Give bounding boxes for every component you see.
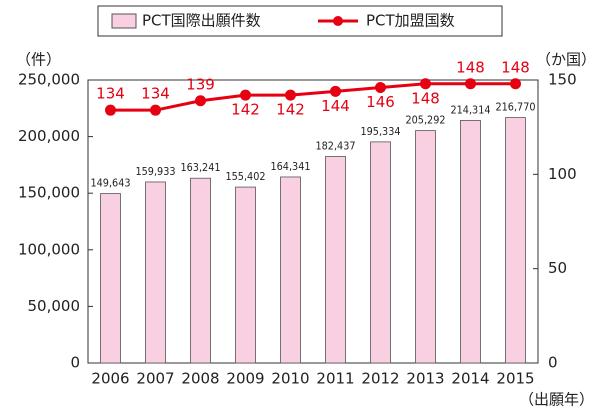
x-tick-label: 2015 xyxy=(496,370,534,388)
bar xyxy=(280,176,301,364)
line-value-label: 148 xyxy=(411,89,440,107)
line-value-label: 134 xyxy=(96,85,125,103)
line xyxy=(110,82,516,112)
y-tick-label: 0 xyxy=(70,354,80,372)
line-point xyxy=(420,78,431,90)
legend-swatch-dot xyxy=(333,16,343,26)
bar-value-label: 182,437 xyxy=(316,140,356,152)
x-tick-label: 2014 xyxy=(451,370,489,388)
line-point xyxy=(195,95,206,107)
x-tick-label: 2011 xyxy=(316,370,354,388)
bar xyxy=(190,177,211,364)
line-point xyxy=(330,85,341,97)
bar xyxy=(415,130,436,364)
y-tick-label: 100,000 xyxy=(18,240,80,258)
bar-value-label: 149,643 xyxy=(91,178,131,190)
bar-value-label: 214,314 xyxy=(451,104,491,116)
bar xyxy=(145,181,166,364)
y2-tick-label: 100 xyxy=(548,165,577,183)
legend-label: PCT国際出願件数 xyxy=(142,12,261,30)
line-point xyxy=(510,78,521,90)
x-tick-label: 2008 xyxy=(181,370,219,388)
y2-tick-label: 0 xyxy=(548,354,558,372)
y2-tick-label: 50 xyxy=(548,259,567,277)
y-tick-label: 200,000 xyxy=(18,127,80,145)
line-value-label: 139 xyxy=(186,75,215,93)
y2-axis-label: （か国） xyxy=(536,51,596,69)
line-value-label: 148 xyxy=(456,58,485,76)
bar-value-label: 205,292 xyxy=(406,115,446,127)
line-value-label: 144 xyxy=(321,97,350,115)
y-tick-label: 50,000 xyxy=(28,297,81,315)
bar-value-label: 155,402 xyxy=(226,171,266,183)
line-point xyxy=(285,89,296,101)
bar xyxy=(325,156,346,364)
line-point xyxy=(240,89,251,101)
legend-swatch xyxy=(111,13,137,29)
plot-frame xyxy=(87,79,539,364)
x-tick-label: 2013 xyxy=(406,370,444,388)
bar xyxy=(505,117,526,364)
line-value-label: 142 xyxy=(231,101,260,119)
bar-value-label: 195,334 xyxy=(361,126,401,138)
line-value-label: 142 xyxy=(276,101,305,119)
line-point xyxy=(105,104,116,116)
y-tick-label: 250,000 xyxy=(18,71,80,89)
legend-box xyxy=(97,5,503,37)
bar-value-label: 164,341 xyxy=(271,161,311,173)
bar xyxy=(100,193,121,364)
x-tick-label: 2006 xyxy=(91,370,129,388)
x-tick-label: 2012 xyxy=(361,370,399,388)
y-tick-label: 150,000 xyxy=(18,184,80,202)
bar xyxy=(235,186,256,364)
x-tick-label: 2010 xyxy=(271,370,309,388)
bar xyxy=(370,141,391,364)
line-value-label: 148 xyxy=(501,58,530,76)
x-tick-label: 2007 xyxy=(136,370,174,388)
line-point xyxy=(375,82,386,94)
line-point xyxy=(465,78,476,90)
legend-label: PCT加盟国数 xyxy=(366,12,455,30)
bar-value-label: 216,770 xyxy=(496,102,536,114)
x-tick-label: 2009 xyxy=(226,370,264,388)
x-axis-label: （出願年） xyxy=(519,391,594,409)
bar-value-label: 159,933 xyxy=(136,166,176,178)
bar-value-label: 163,241 xyxy=(181,162,221,174)
bar xyxy=(460,119,481,364)
line-value-label: 146 xyxy=(366,93,395,111)
line-value-label: 134 xyxy=(141,85,170,103)
line-point xyxy=(150,104,161,116)
y-axis-label: （件） xyxy=(16,51,61,69)
y2-tick-label: 150 xyxy=(548,71,577,89)
